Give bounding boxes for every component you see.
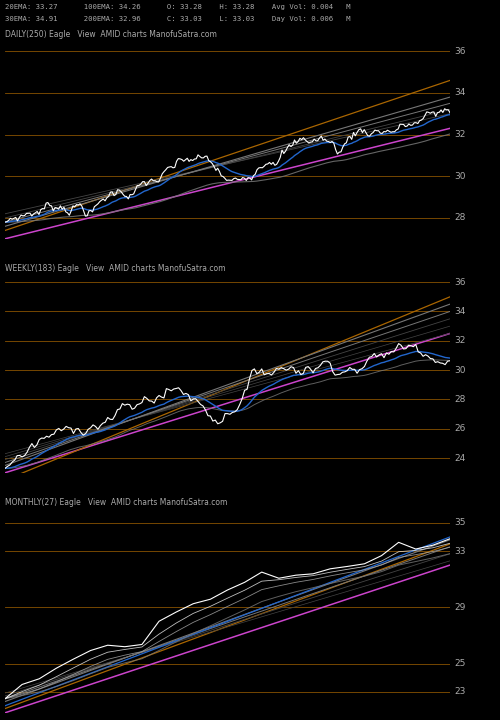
Text: 30EMA: 34.91      200EMA: 32.96      C: 33.03    L: 33.03    Day Vol: 0.006   M: 30EMA: 34.91 200EMA: 32.96 C: 33.03 L: 3…	[5, 16, 350, 22]
Text: 28: 28	[454, 395, 466, 404]
Text: 26: 26	[454, 424, 466, 433]
Text: WEEKLY(183) Eagle   View  AMID charts ManofuSatra.com: WEEKLY(183) Eagle View AMID charts Manof…	[5, 264, 226, 274]
Text: 35: 35	[454, 518, 466, 527]
Text: 30: 30	[454, 172, 466, 181]
Text: 29: 29	[454, 603, 466, 612]
Text: 32: 32	[454, 130, 466, 139]
Text: DAILY(250) Eagle   View  AMID charts ManofuSatra.com: DAILY(250) Eagle View AMID charts Manofu…	[5, 30, 217, 40]
Text: 33: 33	[454, 546, 466, 556]
Text: 30: 30	[454, 366, 466, 374]
Text: 20EMA: 33.27      100EMA: 34.26      O: 33.28    H: 33.28    Avg Vol: 0.004   M: 20EMA: 33.27 100EMA: 34.26 O: 33.28 H: 3…	[5, 4, 350, 9]
Text: 25: 25	[454, 659, 466, 668]
Text: 28: 28	[454, 213, 466, 222]
Text: 34: 34	[454, 307, 466, 316]
Text: 23: 23	[454, 687, 466, 696]
Text: 24: 24	[454, 454, 466, 463]
Text: 36: 36	[454, 47, 466, 55]
Text: 34: 34	[454, 89, 466, 97]
Text: 36: 36	[454, 278, 466, 287]
Text: 32: 32	[454, 336, 466, 346]
Text: MONTHLY(27) Eagle   View  AMID charts ManofuSatra.com: MONTHLY(27) Eagle View AMID charts Manof…	[5, 498, 228, 508]
